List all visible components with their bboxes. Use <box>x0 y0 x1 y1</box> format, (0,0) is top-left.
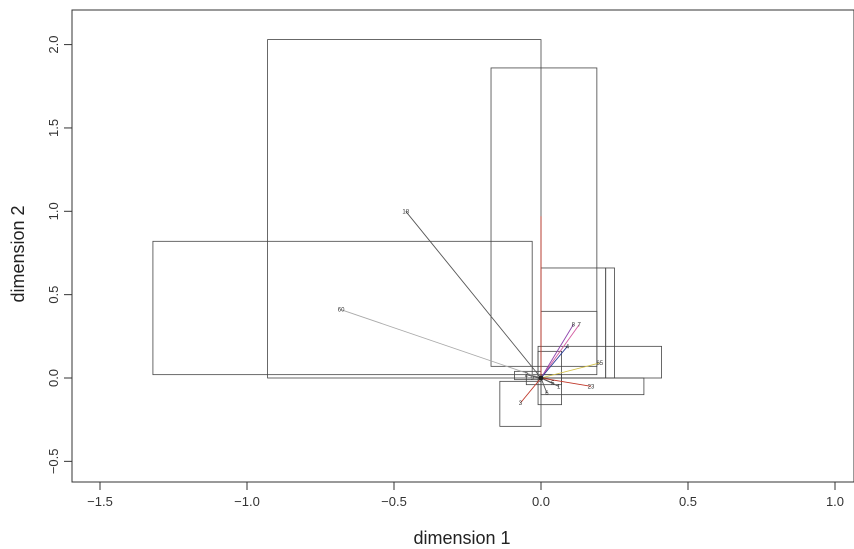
bounding-rectangle <box>267 39 542 379</box>
rectangle-layer <box>152 39 662 427</box>
data-segment <box>540 377 548 394</box>
bounding-rectangle <box>499 380 542 427</box>
y-tick-label: 1.0 <box>46 202 61 220</box>
point-label: 23 <box>588 384 595 390</box>
data-segment <box>540 377 592 387</box>
point-label: 4 <box>566 344 570 350</box>
bounding-rectangle <box>152 240 533 376</box>
point-label: 8 <box>572 323 576 329</box>
point-label: 1 <box>557 384 561 390</box>
y-tick-label: −0.5 <box>46 449 61 475</box>
x-tick-label: 0.0 <box>532 494 550 509</box>
point-label: 3 <box>519 401 523 407</box>
point-label: 7 <box>578 323 582 329</box>
y-axis: −0.5 0.0 0.5 1.0 1.5 2.0 <box>46 36 72 475</box>
data-segment <box>540 377 559 387</box>
point-label: 5 <box>551 381 555 387</box>
y-axis-title: dimension 2 <box>8 205 28 302</box>
y-tick-label: 0.5 <box>46 286 61 304</box>
plot-frame <box>71 9 854 483</box>
point-label: 65 <box>596 361 603 367</box>
point-label: 60 <box>338 308 345 314</box>
point-label: 2 <box>525 373 529 379</box>
data-segment <box>540 324 574 379</box>
point-label: 9 <box>531 376 535 382</box>
data-segment <box>540 346 568 379</box>
data-segment <box>540 324 580 379</box>
x-tick-label: −0.5 <box>381 494 407 509</box>
x-axis-title: dimension 1 <box>413 528 510 548</box>
x-tick-label: −1.0 <box>234 494 260 509</box>
bounding-rectangle <box>490 67 598 367</box>
data-segment <box>340 309 542 379</box>
point-label: 18 <box>402 209 409 215</box>
y-tick-label: 0.0 <box>46 369 61 387</box>
x-tick-label: 1.0 <box>826 494 844 509</box>
data-segment <box>526 374 542 379</box>
x-tick-label: −1.5 <box>87 494 113 509</box>
data-segment <box>540 362 600 379</box>
point-label: 6 <box>545 391 549 397</box>
x-tick-label: 0.5 <box>679 494 697 509</box>
data-segment <box>520 377 542 404</box>
origin-point <box>538 375 544 381</box>
bounding-rectangle <box>540 310 598 376</box>
y-tick-label: 1.5 <box>46 119 61 137</box>
x-axis: −1.5 −1.0 −0.5 0.0 0.5 1.0 <box>87 482 844 509</box>
bounding-rectangle <box>605 267 615 379</box>
segment-layer <box>340 211 600 404</box>
y-tick-label: 2.0 <box>46 36 61 54</box>
data-segment <box>405 211 542 379</box>
point-label-layer: 18 60 8 7 4 65 23 3 51 6 29 <box>338 209 604 407</box>
